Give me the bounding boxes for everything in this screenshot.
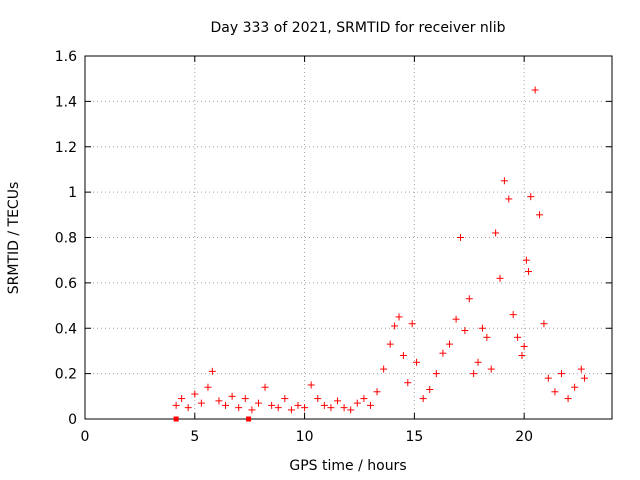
data-point xyxy=(452,315,460,323)
y-tick-label: 1.4 xyxy=(55,94,77,110)
data-point xyxy=(399,351,407,359)
data-point xyxy=(527,193,535,201)
data-point xyxy=(228,392,236,400)
data-point xyxy=(241,395,249,403)
data-point xyxy=(353,399,361,407)
data-point xyxy=(215,397,223,405)
data-point xyxy=(360,395,368,403)
data-point xyxy=(301,404,309,412)
data-point xyxy=(474,358,482,366)
data-point xyxy=(287,406,295,414)
y-tick-label: 0.4 xyxy=(55,321,77,337)
data-point xyxy=(386,340,394,348)
data-point xyxy=(208,367,216,375)
data-point xyxy=(314,395,322,403)
data-point xyxy=(536,211,544,219)
data-point xyxy=(178,395,186,403)
data-point xyxy=(274,404,282,412)
x-tick-label: 20 xyxy=(515,429,533,445)
data-point xyxy=(478,324,486,332)
data-point xyxy=(500,177,508,185)
data-point xyxy=(340,404,348,412)
x-tick-label: 10 xyxy=(296,429,314,445)
data-point xyxy=(380,365,388,373)
square-marker xyxy=(173,416,179,422)
x-tick-label: 5 xyxy=(190,429,199,445)
data-point xyxy=(254,399,262,407)
plot-frame xyxy=(84,55,613,420)
data-point xyxy=(487,365,495,373)
x-tick-label: 15 xyxy=(405,429,423,445)
chart-title: Day 333 of 2021, SRMTID for receiver nli… xyxy=(211,20,506,36)
y-tick-label: 0.8 xyxy=(55,231,77,247)
x-axis-label: GPS time / hours xyxy=(289,458,406,474)
data-point xyxy=(172,401,180,409)
data-point xyxy=(419,395,427,403)
data-point xyxy=(581,374,589,382)
data-point xyxy=(191,390,199,398)
data-point xyxy=(373,388,381,396)
data-point xyxy=(505,195,513,203)
y-tick-label: 1.6 xyxy=(55,49,77,65)
y-tick-label: 0.6 xyxy=(55,276,77,292)
data-point xyxy=(514,333,522,341)
data-point xyxy=(461,327,469,335)
y-axis-label: SRMTID / TECUs xyxy=(6,182,22,295)
data-point xyxy=(294,401,302,409)
data-point xyxy=(470,370,478,378)
data-point xyxy=(432,370,440,378)
y-tick-label: 0.2 xyxy=(55,367,77,383)
data-point xyxy=(531,86,539,94)
data-point xyxy=(557,370,565,378)
data-point xyxy=(307,381,315,389)
data-point xyxy=(426,386,434,394)
x-tick-label: 0 xyxy=(81,429,90,445)
data-point xyxy=(577,365,585,373)
data-point xyxy=(496,274,504,282)
data-point xyxy=(544,374,552,382)
data-point xyxy=(366,401,374,409)
square-marker xyxy=(246,416,252,422)
data-point xyxy=(571,383,579,391)
data-point xyxy=(509,311,517,319)
data-point xyxy=(518,351,526,359)
data-point xyxy=(184,404,192,412)
data-point xyxy=(395,313,403,321)
data-point xyxy=(525,268,533,276)
grid-layer xyxy=(85,56,612,419)
data-point xyxy=(235,404,243,412)
data-point xyxy=(465,295,473,303)
data-point xyxy=(492,229,500,237)
data-point xyxy=(564,395,572,403)
data-point xyxy=(327,404,335,412)
data-point xyxy=(347,406,355,414)
data-point xyxy=(413,358,421,366)
data-point xyxy=(522,256,530,264)
data-point xyxy=(334,397,342,405)
data-point xyxy=(320,401,328,409)
data-point xyxy=(483,333,491,341)
data-point xyxy=(551,388,559,396)
data-point xyxy=(281,395,289,403)
tick-layer: 0 5 10 15 20 0 0.2 0.4 0.6 0.8 1 1.2 1.4 1.6 xyxy=(55,49,612,445)
mark-layer xyxy=(172,86,589,422)
y-tick-label: 0 xyxy=(68,412,77,428)
data-point xyxy=(204,383,212,391)
data-point xyxy=(456,234,464,241)
data-point xyxy=(222,401,230,409)
data-point xyxy=(439,349,447,357)
data-point xyxy=(404,379,412,387)
data-point xyxy=(248,406,256,414)
data-point xyxy=(197,399,205,407)
data-point xyxy=(540,320,548,328)
data-point xyxy=(520,342,528,350)
data-point xyxy=(446,340,454,348)
y-tick-label: 1.2 xyxy=(55,140,77,156)
data-point xyxy=(268,401,276,409)
data-point xyxy=(261,383,269,391)
y-tick-label: 1 xyxy=(68,185,77,201)
data-point xyxy=(391,322,399,330)
data-point xyxy=(408,320,416,328)
